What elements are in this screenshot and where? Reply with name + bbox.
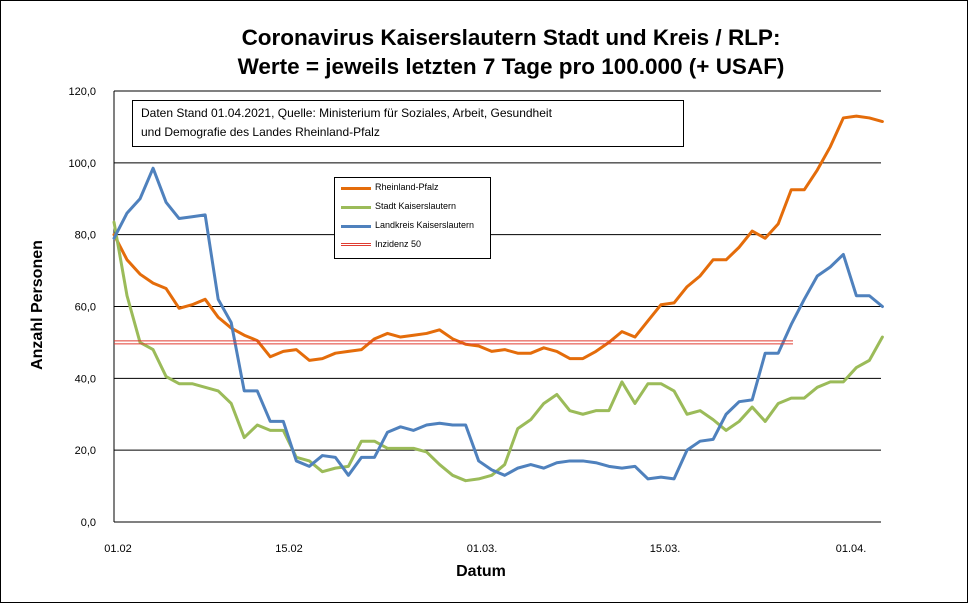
legend-label: Rheinland-Pfalz bbox=[375, 182, 439, 192]
chart-title-line1: Coronavirus Kaiserslautern Stadt und Kre… bbox=[241, 25, 781, 50]
legend-label: Inzidenz 50 bbox=[375, 239, 422, 249]
legend-swatch bbox=[341, 243, 371, 246]
source-note-line1: Daten Stand 01.04.2021, Quelle: Minister… bbox=[141, 106, 552, 120]
x-tick-label: 15.03. bbox=[650, 543, 681, 555]
y-tick-label: 40,0 bbox=[75, 373, 96, 385]
legend-swatch bbox=[341, 206, 371, 209]
chart-subtitle: Werte = jeweils letzten 7 Tage pro 100.0… bbox=[237, 54, 785, 79]
x-tick-label: 01.02 bbox=[104, 543, 132, 555]
series-line-landkreis-kaiserslautern bbox=[112, 166, 884, 481]
x-tick-label: 01.03. bbox=[467, 543, 498, 555]
y-tick-label: 80,0 bbox=[75, 230, 96, 242]
legend-item-rheinland-pfalz: Rheinland-Pfalz bbox=[335, 180, 490, 196]
series-line-rheinland-pfalz bbox=[112, 114, 884, 362]
x-tick-label: 15.02 bbox=[275, 543, 303, 555]
x-tick-label: 01.04. bbox=[836, 543, 867, 555]
legend: Rheinland-Pfalz Stadt Kaiserslautern Lan… bbox=[334, 177, 491, 259]
y-axis-label: Anzahl Personen bbox=[29, 240, 46, 370]
y-tick-label: 0,0 bbox=[81, 517, 96, 529]
legend-label: Stadt Kaiserslautern bbox=[375, 201, 457, 211]
source-note-line2: und Demografie des Landes Rheinland-Pfal… bbox=[141, 125, 380, 139]
legend-swatch bbox=[341, 187, 371, 190]
series-line-stadt-kaiserslautern bbox=[112, 220, 884, 483]
source-note: Daten Stand 01.04.2021, Quelle: Minister… bbox=[132, 100, 684, 147]
legend-swatch bbox=[341, 225, 371, 228]
y-tick-label: 60,0 bbox=[75, 302, 96, 314]
legend-item-inzidenz-50: Inzidenz 50 bbox=[335, 237, 490, 253]
legend-item-stadt-kaiserslautern: Stadt Kaiserslautern bbox=[335, 199, 490, 215]
y-tick-label: 20,0 bbox=[75, 445, 96, 457]
x-axis-label: Datum bbox=[456, 563, 506, 580]
chart-title: Coronavirus Kaiserslautern Stadt und Kre… bbox=[141, 23, 881, 81]
legend-item-landkreis-kaiserslautern: Landkreis Kaiserslautern bbox=[335, 218, 490, 234]
y-tick-label: 100,0 bbox=[68, 158, 96, 170]
legend-label: Landkreis Kaiserslautern bbox=[375, 220, 475, 230]
y-tick-label: 120,0 bbox=[68, 86, 96, 98]
